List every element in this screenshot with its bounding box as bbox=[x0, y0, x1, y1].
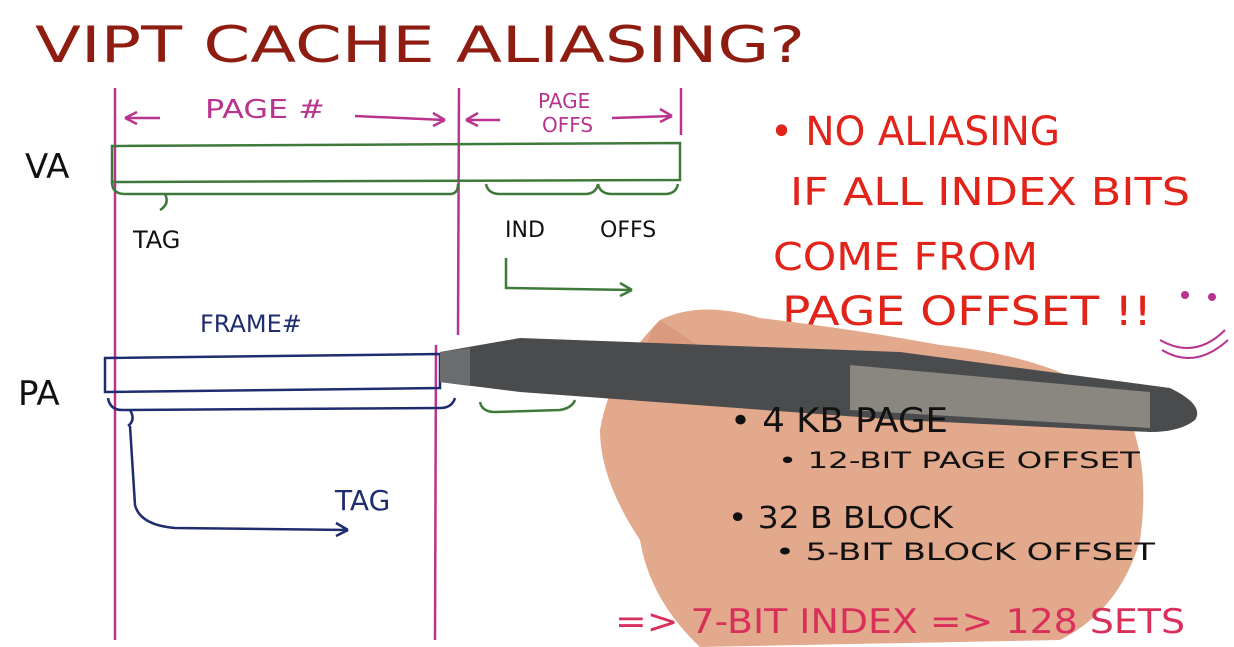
va-index-label: IND bbox=[505, 218, 545, 243]
pa-tag-label: TAG bbox=[334, 484, 390, 517]
va-register bbox=[110, 141, 682, 298]
page-number-label: PAGE # bbox=[205, 95, 325, 125]
note-red: • NO ALIASING bbox=[770, 109, 1060, 155]
page-offset-label: OFFS bbox=[542, 113, 593, 137]
note-black: • 5-BIT BLOCK OFFSET bbox=[775, 538, 1155, 566]
note-red: PAGE OFFSET !! bbox=[782, 289, 1152, 335]
smiley bbox=[1159, 291, 1229, 359]
pa-register bbox=[103, 352, 577, 538]
va-label: VA bbox=[25, 147, 69, 187]
conclusion: => 7-BIT INDEX => 128 SETS bbox=[615, 602, 1185, 642]
note-red: IF ALL INDEX BITS bbox=[790, 170, 1190, 214]
frame-number-label: FRAME# bbox=[200, 310, 302, 338]
title: VIPT CACHE ALIASING? bbox=[35, 16, 805, 74]
note-red: COME FROM bbox=[773, 235, 1038, 279]
note-black: • 12-BIT PAGE OFFSET bbox=[778, 449, 1141, 474]
pa-label: PA bbox=[18, 374, 60, 414]
page-offset-label: PAGE bbox=[538, 89, 590, 113]
hand-with-pen bbox=[440, 309, 1198, 647]
note-black: • 4 KB PAGE bbox=[730, 401, 948, 441]
page-boundaries bbox=[113, 87, 683, 641]
va-offset-label: OFFS bbox=[600, 218, 656, 243]
note-black: • 32 B BLOCK bbox=[728, 501, 954, 536]
va-tag-label: TAG bbox=[132, 226, 180, 254]
